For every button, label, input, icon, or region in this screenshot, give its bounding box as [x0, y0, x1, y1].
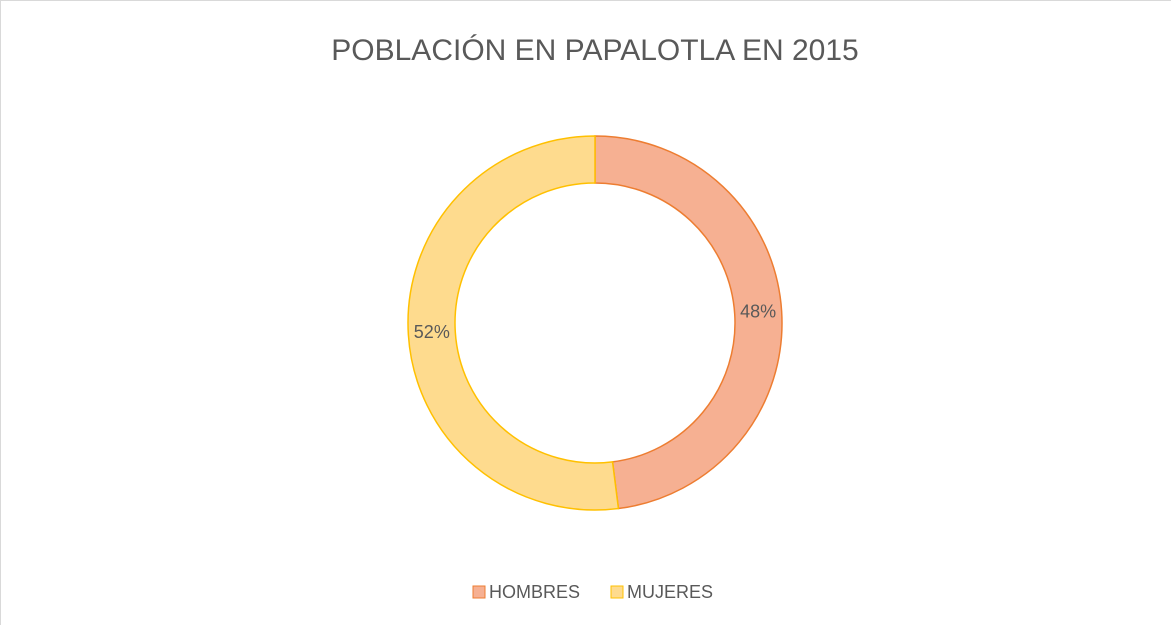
chart-title: POBLACIÓN EN PAPALOTLA EN 2015	[331, 34, 858, 67]
legend-swatch	[610, 585, 624, 599]
data-label: 48%	[740, 301, 776, 321]
donut-segment	[594, 135, 783, 510]
legend-label: MUJERES	[627, 582, 713, 602]
legend-label: HOMBRES	[489, 582, 580, 602]
donut-segment	[407, 135, 620, 511]
legend-swatch	[472, 585, 486, 599]
data-label: 52%	[414, 322, 450, 342]
